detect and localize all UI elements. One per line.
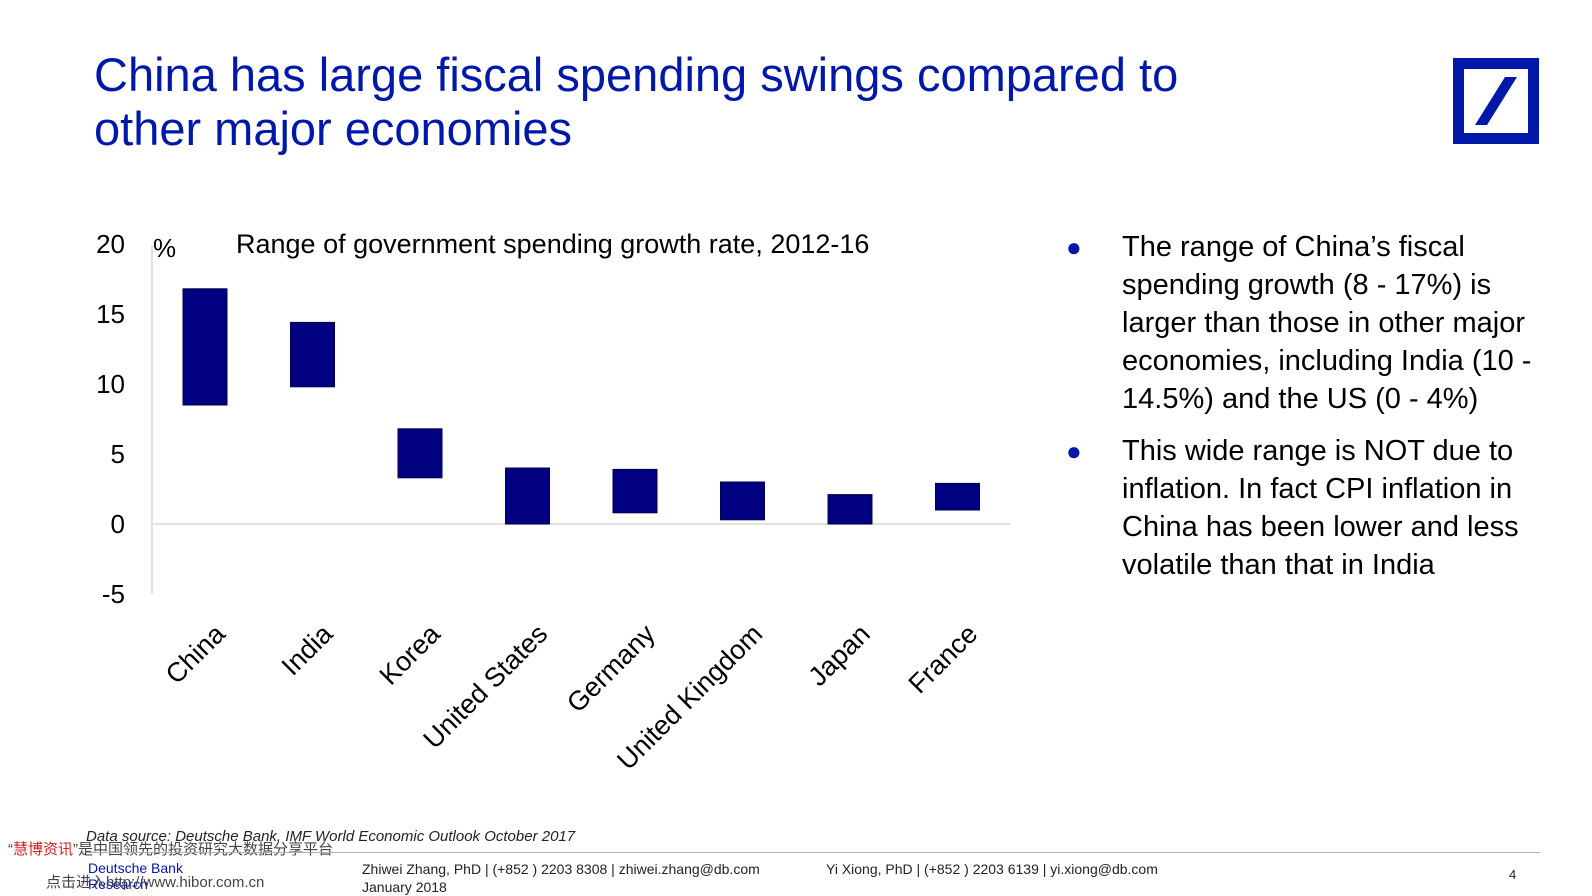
watermark-quote: “ (8, 841, 13, 858)
range-bar-united-kingdom (720, 481, 765, 521)
y-axis-ticks: 20 15 10 5 0 -5 (96, 229, 125, 609)
brand-name: Deutsche Bank (88, 860, 183, 876)
y-tick-label: 10 (96, 369, 125, 399)
category-label: India (276, 618, 339, 681)
watermark-text: ”是中国领先的投资研究大数据分享平台 (73, 841, 334, 858)
range-bar-china (182, 288, 228, 406)
bullet-text: This wide range is NOT due to inflation.… (1122, 435, 1519, 581)
deutsche-bank-logo-icon (1453, 58, 1539, 144)
y-tick-label: 15 (96, 299, 125, 329)
y-tick-label: 20 (96, 229, 125, 259)
category-label: Japan (803, 619, 876, 692)
y-axis-unit: % (153, 233, 176, 263)
bullet-item: ● The range of China’s fiscal spending g… (1062, 228, 1572, 418)
footer-brand: Deutsche Bank Research (88, 860, 183, 892)
range-bar-india (290, 321, 335, 388)
watermark-brand: 慧博资讯 (13, 841, 74, 858)
category-label: Germany (561, 618, 661, 718)
range-bar-united-states (505, 467, 550, 525)
slide-title: China has large fiscal spending swings c… (94, 48, 1344, 156)
slide-title-line2: other major economies (94, 102, 573, 155)
y-tick-label: 5 (111, 439, 125, 469)
spending-range-chart: 20 15 10 5 0 -5 % Range of government spendin… (96, 229, 1010, 776)
bullet-item: ● This wide range is NOT due to inflatio… (1062, 432, 1572, 584)
chart-title: Range of government spending growth rate… (236, 229, 869, 259)
brand-sub: Research (88, 876, 148, 892)
contact-yixiong: Yi Xiong, PhD | (+852 ) 2203 6139 | yi.x… (826, 860, 1158, 878)
report-date: January 2018 (362, 879, 447, 895)
footer-divider (86, 852, 1540, 853)
range-bar-germany (612, 468, 658, 514)
page-number: 4 (1509, 867, 1517, 882)
range-bar-japan (827, 494, 873, 525)
contact-yixiong-line: Yi Xiong, PhD | (+852 ) 2203 6139 | yi.x… (826, 861, 1158, 877)
range-bar-korea (397, 428, 443, 479)
watermark-link[interactable]: 点击进入http://www.hibor.com.cn (46, 874, 265, 891)
contact-zhiwei-line: Zhiwei Zhang, PhD | (+852 ) 2203 8308 | … (362, 861, 760, 877)
data-source-note: Data source: Deutsche Bank, IMF World Ec… (86, 828, 576, 845)
y-tick-label: -5 (102, 579, 125, 609)
bullet-dot-icon: ● (1066, 232, 1082, 262)
bullet-dot-icon: ● (1066, 436, 1082, 466)
y-tick-label: 0 (111, 509, 125, 539)
watermark-line1: “慧博资讯”是中国领先的投资研究大数据分享平台 (8, 838, 333, 859)
category-label: Korea (374, 618, 447, 691)
bullet-list: ● The range of China’s fiscal spending g… (1062, 228, 1572, 598)
contact-zhiwei: Zhiwei Zhang, PhD | (+852 ) 2203 8308 | … (362, 860, 760, 896)
range-bars (182, 288, 980, 525)
range-bar-france (935, 482, 980, 511)
category-label: France (903, 619, 984, 700)
category-label: China (160, 618, 232, 690)
slide-title-line1: China has large fiscal spending swings c… (94, 48, 1179, 101)
bullet-text: The range of China’s fiscal spending gro… (1122, 231, 1532, 415)
